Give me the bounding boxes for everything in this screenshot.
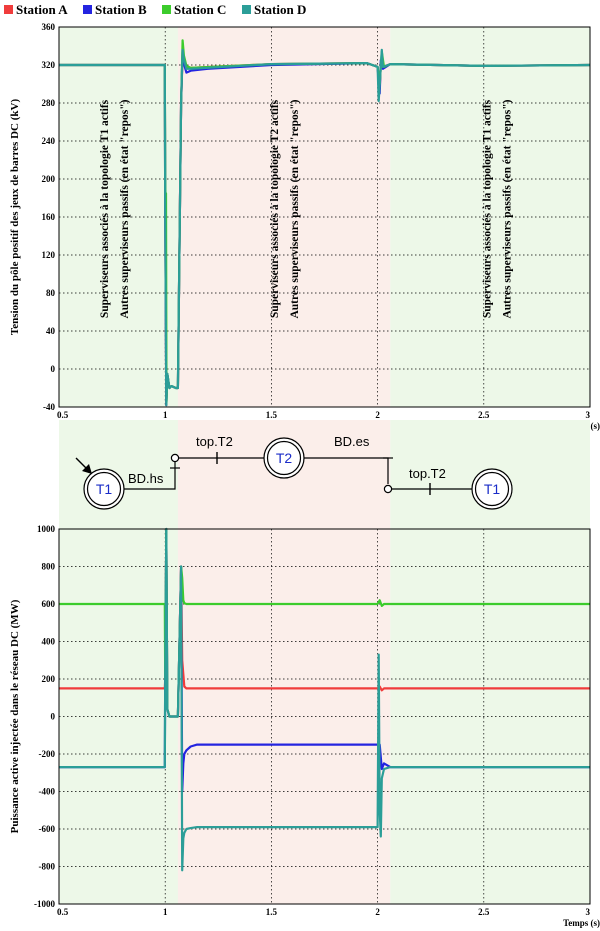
x-tick-label: 2 xyxy=(375,907,380,917)
x-tick-label: 1.5 xyxy=(266,410,278,420)
y-tick-label: 1000 xyxy=(37,524,56,534)
y-tick-label: 200 xyxy=(42,174,56,184)
power-x-axis-label: Temps (s) xyxy=(563,918,600,928)
y-tick-label: 400 xyxy=(42,637,56,647)
sfc-link-t1-bdhs xyxy=(124,462,176,490)
x-tick-label: 0.5 xyxy=(57,907,69,917)
y-tick-label: 160 xyxy=(42,212,56,222)
y-tick-label: -600 xyxy=(39,824,56,834)
y-tick-label: 0 xyxy=(51,364,56,374)
initial-arrow-head xyxy=(82,464,92,474)
voltage-x-ticks: 0.5 1 1.5 2 2.5 3 xyxy=(57,410,591,420)
phase-t1-background-1 xyxy=(59,27,178,407)
sfc-transition-bd-hs: BD.hs xyxy=(128,471,164,486)
x-tick-label: 1 xyxy=(163,907,168,917)
x-tick-label: 1 xyxy=(163,410,168,420)
sfc-state-t2: T2 xyxy=(263,437,305,479)
y-tick-label: -400 xyxy=(39,787,56,797)
x-tick-label: 1.5 xyxy=(266,907,278,917)
phase-annotation-line: Autres superviseurs passifs (en état "re… xyxy=(501,99,513,318)
y-tick-label: 40 xyxy=(46,326,56,336)
sfc-transition-top-t2-2: top.T2 xyxy=(409,466,446,481)
x-tick-label: 2.5 xyxy=(478,410,490,420)
power-chart: -1000 -800 -600 -400 -200 0 200 400 600 800 1000 0… xyxy=(9,524,600,928)
y-tick-label: 240 xyxy=(42,136,56,146)
sfc-state-label: T1 xyxy=(96,481,113,497)
legend-entry: Station D xyxy=(254,2,306,17)
sfc-state-label: T2 xyxy=(276,450,293,466)
power-plot-frame xyxy=(58,528,591,905)
voltage-grid xyxy=(59,27,590,407)
y-tick-label: 600 xyxy=(42,599,56,609)
legend-swatch xyxy=(162,5,171,14)
sfc-transition-bd-es: BD.es xyxy=(334,434,370,449)
y-tick-label: -40 xyxy=(43,402,55,412)
power-y-ticks: -1000 -800 -600 -400 -200 0 200 400 600 800 1000 xyxy=(34,524,56,909)
x-tick-label: 2 xyxy=(375,410,380,420)
series-line-station-d xyxy=(59,527,590,872)
phase-annotation-line: Superviseurs associés à la topologie T1 … xyxy=(481,99,493,318)
legend-swatch xyxy=(242,5,251,14)
y-tick-label: -200 xyxy=(39,749,56,759)
y-tick-label: 120 xyxy=(42,250,56,260)
phase-annotation-line: Autres superviseurs passifs (en état "re… xyxy=(289,99,301,318)
legend-swatch xyxy=(4,5,13,14)
voltage-chart: Superviseurs associés à la topologie T1 … xyxy=(9,22,600,431)
y-tick-label: -800 xyxy=(39,862,56,872)
sfc-state-label: T1 xyxy=(484,481,501,497)
x-tick-label: 2.5 xyxy=(478,907,490,917)
legend: Station A Station B Station C Station D xyxy=(4,2,306,17)
y-tick-label: 0 xyxy=(51,712,56,722)
series-line-station-d xyxy=(59,48,591,407)
y-tick-label: -1000 xyxy=(34,899,55,909)
phase-annotation-line: Autres superviseurs passifs (en état "re… xyxy=(119,99,131,318)
y-tick-label: 200 xyxy=(42,674,56,684)
y-tick-label: 360 xyxy=(42,22,56,32)
voltage-y-ticks: -40 0 40 80 120 160 200 240 280 320 360 xyxy=(42,22,56,412)
x-tick-label: 3 xyxy=(586,410,591,420)
phase-annotation-line: Superviseurs associés à la topologie T1 … xyxy=(99,99,111,318)
voltage-plot-frame xyxy=(58,26,591,408)
sfc-diagram: T1 BD.hs top.T2 T2 BD.es top.T2 T1 xyxy=(59,420,590,529)
sfc-state-t1-final: T1 xyxy=(471,468,513,510)
legend-entry: Station B xyxy=(95,2,147,17)
sfc-junction-1 xyxy=(170,453,180,463)
sfc-state-t1-initial: T1 xyxy=(83,468,125,510)
power-x-ticks: 0.5 1 1.5 2 2.5 3 xyxy=(57,907,591,917)
phase-t1-background-1 xyxy=(59,529,178,904)
y-tick-label: 320 xyxy=(42,60,56,70)
phase-annotations: Superviseurs associés à la topologie T1 … xyxy=(99,99,513,318)
legend-swatch xyxy=(83,5,92,14)
x-tick-label: 3 xyxy=(586,907,591,917)
x-tick-label: 0.5 xyxy=(57,410,69,420)
legend-entry: Station A xyxy=(16,2,68,17)
power-y-axis-label: Puissance active injectée dans le réseau… xyxy=(9,599,21,833)
phase-annotation-line: Superviseurs associés à la topologie T2 … xyxy=(269,99,281,318)
voltage-series xyxy=(59,39,591,407)
sfc-junction-2 xyxy=(383,484,393,494)
y-tick-label: 280 xyxy=(42,98,56,108)
voltage-y-axis-label: Tension du pôle positif des jeux de barr… xyxy=(9,99,21,336)
y-tick-label: 80 xyxy=(46,288,56,298)
sfc-transition-top-t2-1: top.T2 xyxy=(196,434,233,449)
legend-entry: Station C xyxy=(174,2,226,17)
y-tick-label: 800 xyxy=(42,562,56,572)
